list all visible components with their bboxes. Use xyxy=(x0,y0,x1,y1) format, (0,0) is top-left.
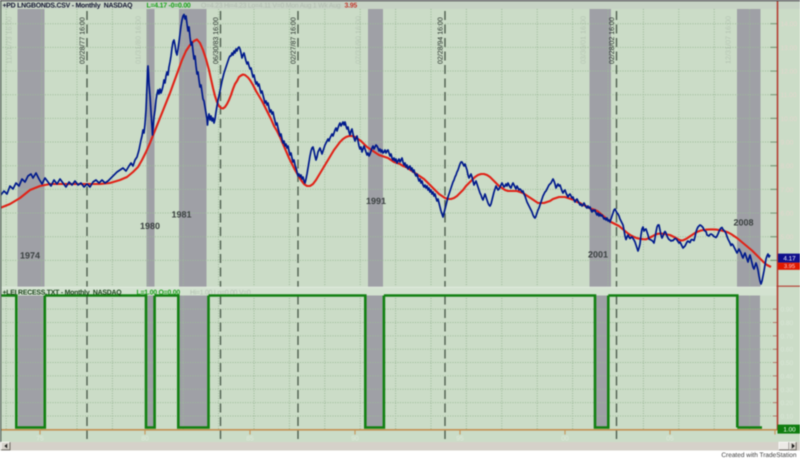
svg-text:L=4.17 -0=0.00: L=4.17 -0=0.00 xyxy=(147,3,191,10)
svg-text:Hi=1.00 Lo=0.00 V=0: Hi=1.00 Lo=0.00 V=0 xyxy=(190,289,251,296)
svg-text:1.00: 1.00 xyxy=(783,427,796,434)
svg-text:07/31/90 16:00: 07/31/90 16:00 xyxy=(354,16,363,64)
svg-text:3.95: 3.95 xyxy=(784,263,795,270)
svg-text:11.00: 11.00 xyxy=(781,92,797,99)
svg-text:0.80: 0.80 xyxy=(781,320,794,327)
svg-text:3.95: 3.95 xyxy=(345,3,358,10)
svg-text:Created with TradeStation: Created with TradeStation xyxy=(721,452,797,459)
svg-text:0.30: 0.30 xyxy=(781,387,794,394)
svg-text:0.40: 0.40 xyxy=(781,373,794,380)
svg-text:02/28/94 16:00: 02/28/94 16:00 xyxy=(437,17,445,64)
svg-text:1981: 1981 xyxy=(171,210,191,220)
svg-text:5.00: 5.00 xyxy=(781,234,794,241)
svg-text:0.20: 0.20 xyxy=(781,400,794,407)
svg-text:L=1.00 O=0.00: L=1.00 O=0.00 xyxy=(137,289,181,296)
svg-text:85: 85 xyxy=(246,436,254,443)
svg-text:0.60: 0.60 xyxy=(781,347,794,354)
svg-text:2001: 2001 xyxy=(588,250,608,260)
svg-text:0.50: 0.50 xyxy=(781,360,794,367)
svg-text:80: 80 xyxy=(141,436,149,443)
svg-text:75: 75 xyxy=(36,436,44,443)
svg-text:2008: 2008 xyxy=(733,218,753,228)
svg-text:11/01/73 16:00: 11/01/73 16:00 xyxy=(5,17,14,64)
svg-text:02/28/02 16:00: 02/28/02 16:00 xyxy=(608,17,616,64)
svg-text:8.00: 8.00 xyxy=(781,163,794,170)
svg-text:+LEI RECESS.TXT - Monthly NAS: +LEI RECESS.TXT - Monthly NASDAQ xyxy=(3,289,123,296)
svg-text:12/31/07 16:00: 12/31/07 16:00 xyxy=(724,16,733,64)
svg-text:06/30/83 16:00: 06/30/83 16:00 xyxy=(212,17,220,64)
svg-text:95: 95 xyxy=(456,436,464,443)
svg-text:1991: 1991 xyxy=(366,196,386,206)
svg-text:+PD LNGBONDS.CSV - Monthly NA: +PD LNGBONDS.CSV - Monthly NASDAQ xyxy=(3,3,134,10)
svg-text:10.00: 10.00 xyxy=(781,116,798,123)
svg-text:02/28/77 16:00: 02/28/77 16:00 xyxy=(79,17,87,64)
svg-text:02/27/87 16:00: 02/27/87 16:00 xyxy=(290,17,298,64)
svg-text:01/31/80 16:00: 01/31/80 16:00 xyxy=(134,16,143,64)
svg-text:05: 05 xyxy=(666,436,674,443)
svg-text:13.00: 13.00 xyxy=(781,45,798,52)
svg-text:0.90: 0.90 xyxy=(781,307,794,314)
svg-text:6.00: 6.00 xyxy=(781,211,794,218)
svg-text:7.00: 7.00 xyxy=(781,187,794,194)
svg-text:1980: 1980 xyxy=(140,221,160,231)
svg-text:1974: 1974 xyxy=(20,251,40,261)
svg-text:0.10: 0.10 xyxy=(781,413,794,420)
svg-text:00: 00 xyxy=(561,436,569,443)
svg-text:0.70: 0.70 xyxy=(781,333,794,340)
svg-text:O=4.23 Hi=4.23 Lo=4.11 V=0 Mon: O=4.23 Hi=4.23 Lo=4.11 V=0 Mon Aug 1 Wk … xyxy=(201,3,341,10)
svg-text:14.00: 14.00 xyxy=(781,21,798,28)
svg-text:9.00: 9.00 xyxy=(781,140,794,147)
svg-text:90: 90 xyxy=(351,436,359,443)
svg-text:4.17: 4.17 xyxy=(783,255,796,262)
svg-text:03/30/01 16:00: 03/30/01 16:00 xyxy=(579,16,588,64)
svg-text:12.00: 12.00 xyxy=(781,69,798,76)
